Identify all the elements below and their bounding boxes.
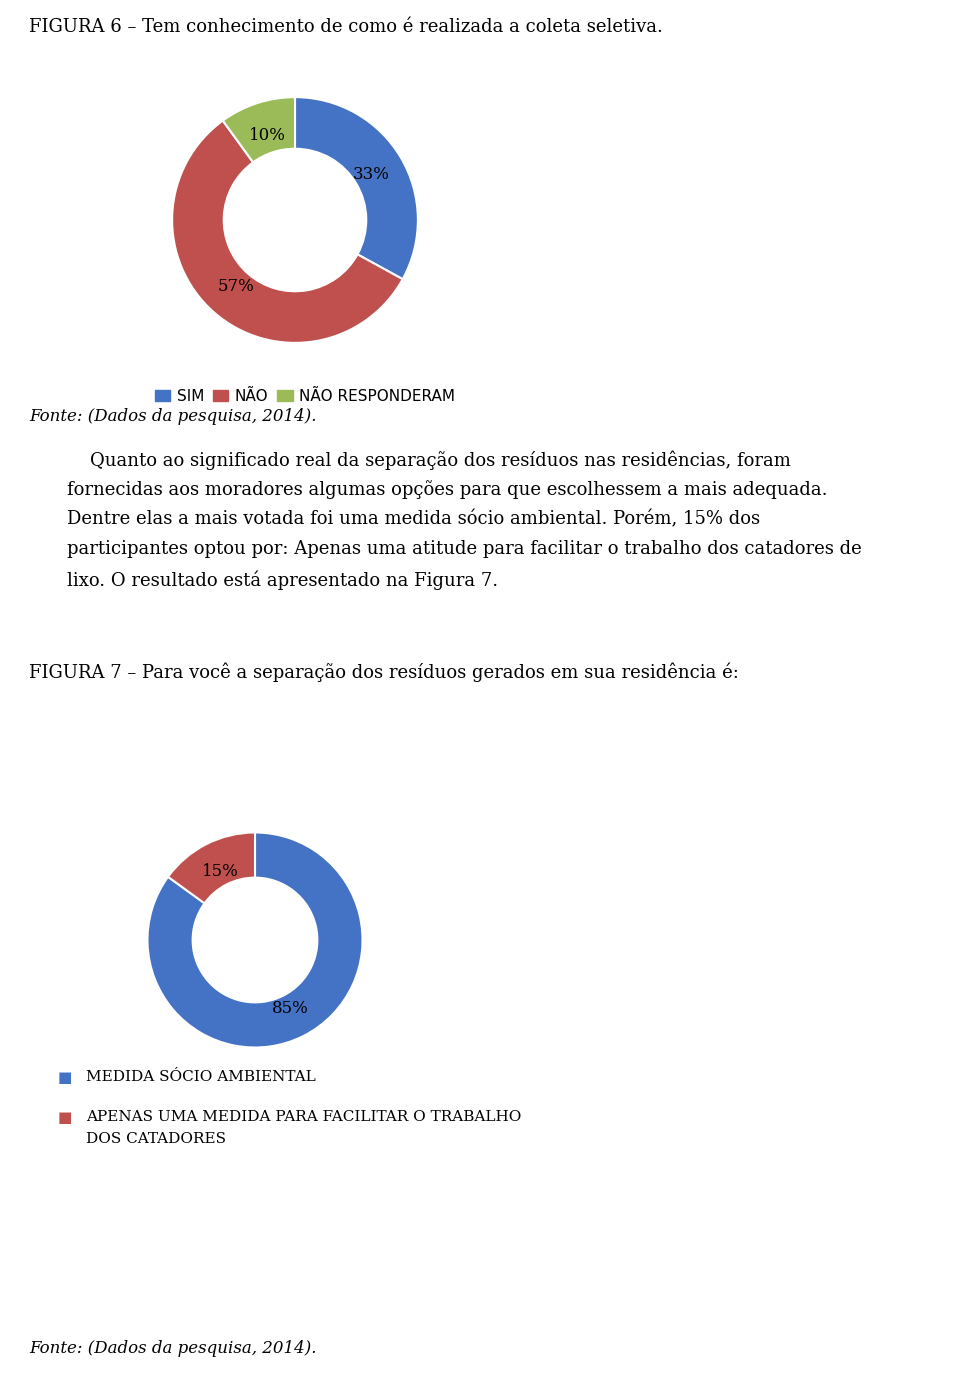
Wedge shape: [295, 97, 418, 279]
Text: 33%: 33%: [352, 167, 390, 183]
Text: Dentre elas a mais votada foi uma medida sócio ambiental. Porém, 15% dos: Dentre elas a mais votada foi uma medida…: [67, 509, 760, 529]
Wedge shape: [148, 833, 363, 1048]
Text: MEDIDA SÓCIO AMBIENTAL: MEDIDA SÓCIO AMBIENTAL: [86, 1070, 316, 1084]
Text: fornecidas aos moradores algumas opções para que escolhessem a mais adequada.: fornecidas aos moradores algumas opções …: [67, 480, 828, 498]
Text: FIGURA 7 – Para você a separação dos resíduos gerados em sua residência é:: FIGURA 7 – Para você a separação dos res…: [29, 662, 738, 682]
Text: lixo. O resultado está apresentado na Figura 7.: lixo. O resultado está apresentado na Fi…: [67, 570, 498, 590]
Wedge shape: [223, 97, 295, 162]
Legend: SIM, NÃO, NÃO RESPONDERAM: SIM, NÃO, NÃO RESPONDERAM: [149, 383, 461, 409]
Wedge shape: [172, 121, 402, 343]
Text: FIGURA 6 – Tem conhecimento de como é realizada a coleta seletiva.: FIGURA 6 – Tem conhecimento de como é re…: [29, 18, 662, 36]
Text: Fonte: (Dados da pesquisa, 2014).: Fonte: (Dados da pesquisa, 2014).: [29, 1339, 316, 1357]
Text: APENAS UMA MEDIDA PARA FACILITAR O TRABALHO: APENAS UMA MEDIDA PARA FACILITAR O TRABA…: [86, 1110, 522, 1124]
Text: ■: ■: [58, 1070, 72, 1085]
Text: 10%: 10%: [250, 128, 286, 144]
Text: 85%: 85%: [272, 1001, 308, 1017]
Wedge shape: [168, 833, 255, 904]
Text: Fonte: (Dados da pesquisa, 2014).: Fonte: (Dados da pesquisa, 2014).: [29, 408, 316, 425]
Text: Quanto ao significado real da separação dos resíduos nas residências, foram: Quanto ao significado real da separação …: [67, 450, 791, 469]
Text: 15%: 15%: [202, 862, 238, 880]
Text: participantes optou por: Apenas uma atitude para facilitar o trabalho dos catado: participantes optou por: Apenas uma atit…: [67, 540, 862, 558]
Text: ■: ■: [58, 1110, 72, 1126]
Text: 57%: 57%: [218, 278, 254, 294]
Text: DOS CATADORES: DOS CATADORES: [86, 1133, 227, 1146]
